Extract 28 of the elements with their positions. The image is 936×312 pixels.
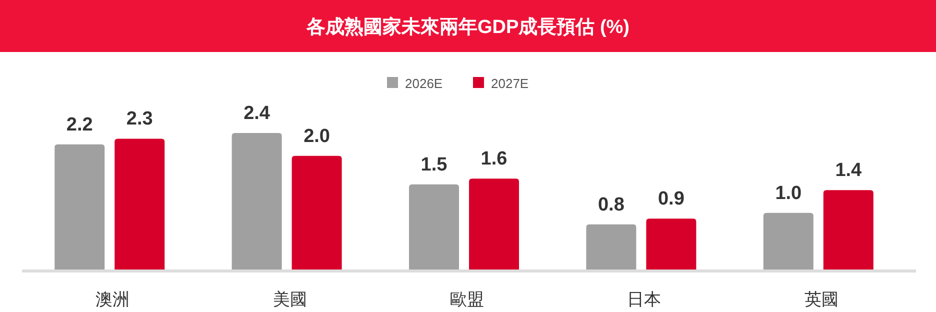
chart-title: 各成熟國家未來兩年GDP成長預估 (%) bbox=[306, 16, 630, 38]
data-label: 1.4 bbox=[835, 160, 862, 182]
legend-label: 2026E bbox=[405, 76, 443, 91]
x-tick-label: 日本 bbox=[627, 290, 662, 309]
legend-label: 2027E bbox=[491, 76, 529, 91]
data-label: 2.4 bbox=[244, 103, 270, 124]
data-label: 2.3 bbox=[126, 108, 153, 130]
bar bbox=[409, 184, 459, 270]
x-tick-label: 英國 bbox=[804, 290, 838, 309]
bar bbox=[646, 218, 696, 270]
bar bbox=[114, 138, 165, 270]
bar bbox=[54, 144, 105, 270]
data-label: 1.6 bbox=[480, 148, 508, 170]
bar bbox=[763, 212, 814, 270]
data-label: 2.0 bbox=[304, 126, 330, 147]
bar bbox=[292, 156, 342, 270]
x-tick-label: 美國 bbox=[272, 290, 307, 309]
data-label: 0.9 bbox=[658, 188, 684, 210]
data-label: 2.2 bbox=[66, 114, 93, 136]
data-label: 0.8 bbox=[598, 194, 624, 216]
bar bbox=[823, 190, 874, 270]
bar bbox=[232, 133, 282, 270]
x-tick-label: 澳洲 bbox=[96, 290, 130, 309]
bar bbox=[469, 178, 519, 270]
data-label: 1.5 bbox=[420, 154, 448, 176]
x-tick-label: 歐盟 bbox=[450, 290, 484, 309]
bar bbox=[586, 224, 636, 270]
data-label: 1.0 bbox=[775, 182, 802, 204]
